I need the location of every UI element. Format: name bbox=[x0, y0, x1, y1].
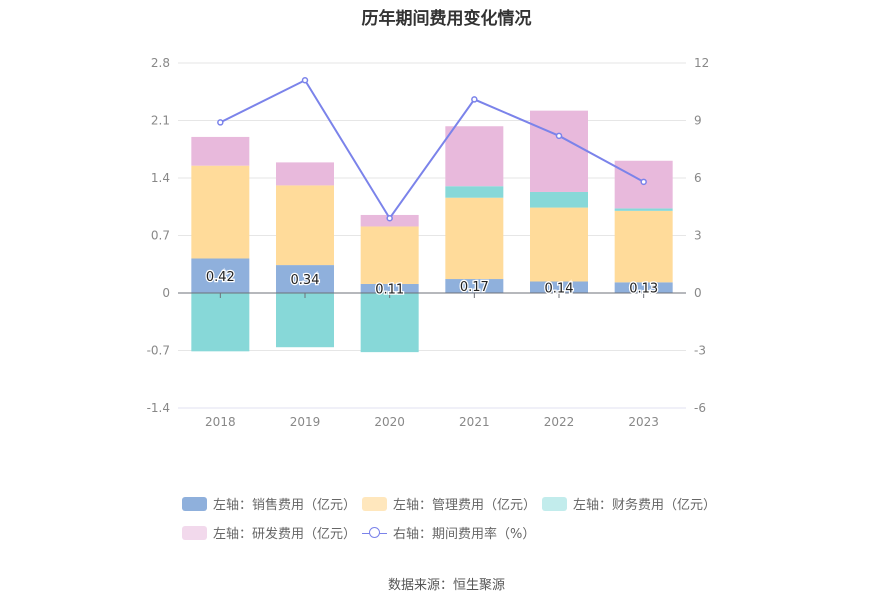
bar-segment bbox=[276, 265, 334, 293]
bar-segment bbox=[445, 197, 504, 280]
sales-data-label: 0.17 bbox=[460, 280, 489, 295]
bar-segment bbox=[530, 207, 588, 282]
bar-segment bbox=[276, 293, 334, 348]
bar-segment bbox=[276, 162, 334, 186]
left-tick-label: 0.7 bbox=[151, 229, 170, 243]
right-tick-label: -3 bbox=[694, 344, 706, 358]
bar-segment bbox=[445, 186, 504, 198]
right-tick-label: 9 bbox=[694, 114, 702, 128]
x-tick-label: 2022 bbox=[544, 415, 575, 429]
legend-item-rnd[interactable]: 左轴：研发费用（亿元） bbox=[182, 523, 356, 542]
legend-label: 左轴：研发费用（亿元） bbox=[213, 527, 357, 542]
left-tick-label: 2.1 bbox=[151, 114, 170, 128]
left-tick-label: 0 bbox=[162, 286, 170, 300]
chart-title: 历年期间费用变化情况 bbox=[361, 9, 532, 29]
bar-segment bbox=[530, 110, 588, 192]
bar-segment bbox=[614, 282, 673, 293]
bar-groups bbox=[191, 110, 673, 353]
sales-data-label: 0.14 bbox=[545, 281, 574, 296]
sales-data-label: 0.42 bbox=[206, 270, 235, 285]
right-tick-label: 0 bbox=[694, 286, 702, 300]
grid-lines bbox=[178, 62, 686, 409]
rate-line-path bbox=[219, 78, 645, 221]
bar-segment bbox=[191, 293, 250, 352]
x-tick-label: 2020 bbox=[374, 415, 405, 429]
rate-point bbox=[301, 77, 309, 84]
chart-area: 2.8 12 2.1 9 1.4 6 0.7 3 0 0 -0.7 -3 -1.4 -6 2018 2019 2… bbox=[147, 56, 710, 429]
x-tick-label: 2019 bbox=[290, 415, 321, 429]
legend-item-sales[interactable]: 左轴：销售费用（亿元） bbox=[182, 494, 356, 513]
right-tick-label: 3 bbox=[694, 229, 702, 243]
legend-swatch bbox=[182, 525, 207, 540]
x-tick-label: 2021 bbox=[459, 415, 490, 429]
bar-segment bbox=[360, 226, 419, 284]
rate-line bbox=[217, 77, 647, 222]
bar-segment bbox=[445, 279, 504, 293]
x-tick-label: 2018 bbox=[205, 415, 236, 429]
rate-point bbox=[555, 132, 563, 140]
rate-point bbox=[386, 215, 393, 222]
rate-point bbox=[640, 178, 647, 186]
sales-data-label: 0.11 bbox=[375, 282, 404, 297]
legend-label: 右轴：期间费用率（%） bbox=[393, 527, 536, 542]
rate-point bbox=[471, 96, 478, 103]
bar-segment bbox=[445, 126, 504, 187]
bar-segment bbox=[191, 258, 250, 293]
left-tick-label: -1.4 bbox=[147, 401, 170, 415]
legend-label: 左轴：财务费用（亿元） bbox=[573, 498, 717, 513]
right-tick-label: 6 bbox=[694, 171, 702, 185]
legend-item-admin[interactable]: 左轴：管理费用（亿元） bbox=[362, 494, 536, 513]
legend-swatch bbox=[542, 496, 567, 511]
legend-label: 左轴：销售费用（亿元） bbox=[213, 498, 357, 513]
bar-segment bbox=[191, 165, 250, 259]
legend-swatch bbox=[182, 496, 207, 511]
rate-point bbox=[217, 119, 224, 126]
bar-segment bbox=[191, 136, 250, 166]
legend-item-finance[interactable]: 左轴：财务费用（亿元） bbox=[542, 494, 716, 513]
bar-segment bbox=[530, 191, 588, 208]
bar-segment bbox=[360, 293, 419, 353]
axes: 2.8 12 2.1 9 1.4 6 0.7 3 0 0 -0.7 -3 -1.4 -6 2018 2019 2… bbox=[147, 56, 710, 429]
data-source: 数据来源：恒生聚源 bbox=[387, 578, 505, 593]
left-tick-label: 1.4 bbox=[151, 171, 170, 185]
legend-swatch bbox=[362, 496, 387, 511]
bar-segment bbox=[530, 281, 588, 293]
x-tick-label: 2023 bbox=[628, 415, 659, 429]
sales-data-label: 0.13 bbox=[629, 282, 658, 297]
bar-segment bbox=[276, 185, 334, 266]
left-tick-label: -0.7 bbox=[147, 344, 170, 358]
legend-line-icon bbox=[362, 526, 387, 540]
bar-segment bbox=[360, 283, 419, 293]
bar-segment bbox=[614, 208, 673, 211]
right-tick-label: 12 bbox=[694, 56, 709, 70]
legend-label: 左轴：管理费用（亿元） bbox=[393, 498, 537, 513]
bar-segment bbox=[614, 210, 673, 283]
right-tick-label: -6 bbox=[694, 401, 706, 415]
legend-item-rate[interactable]: 右轴：期间费用率（%） bbox=[362, 523, 535, 542]
left-tick-label: 2.8 bbox=[151, 56, 170, 70]
sales-data-label: 0.34 bbox=[291, 273, 320, 288]
data-labels: 0.42 0.34 0.11 0.17 0.14 0.13 bbox=[205, 269, 660, 299]
